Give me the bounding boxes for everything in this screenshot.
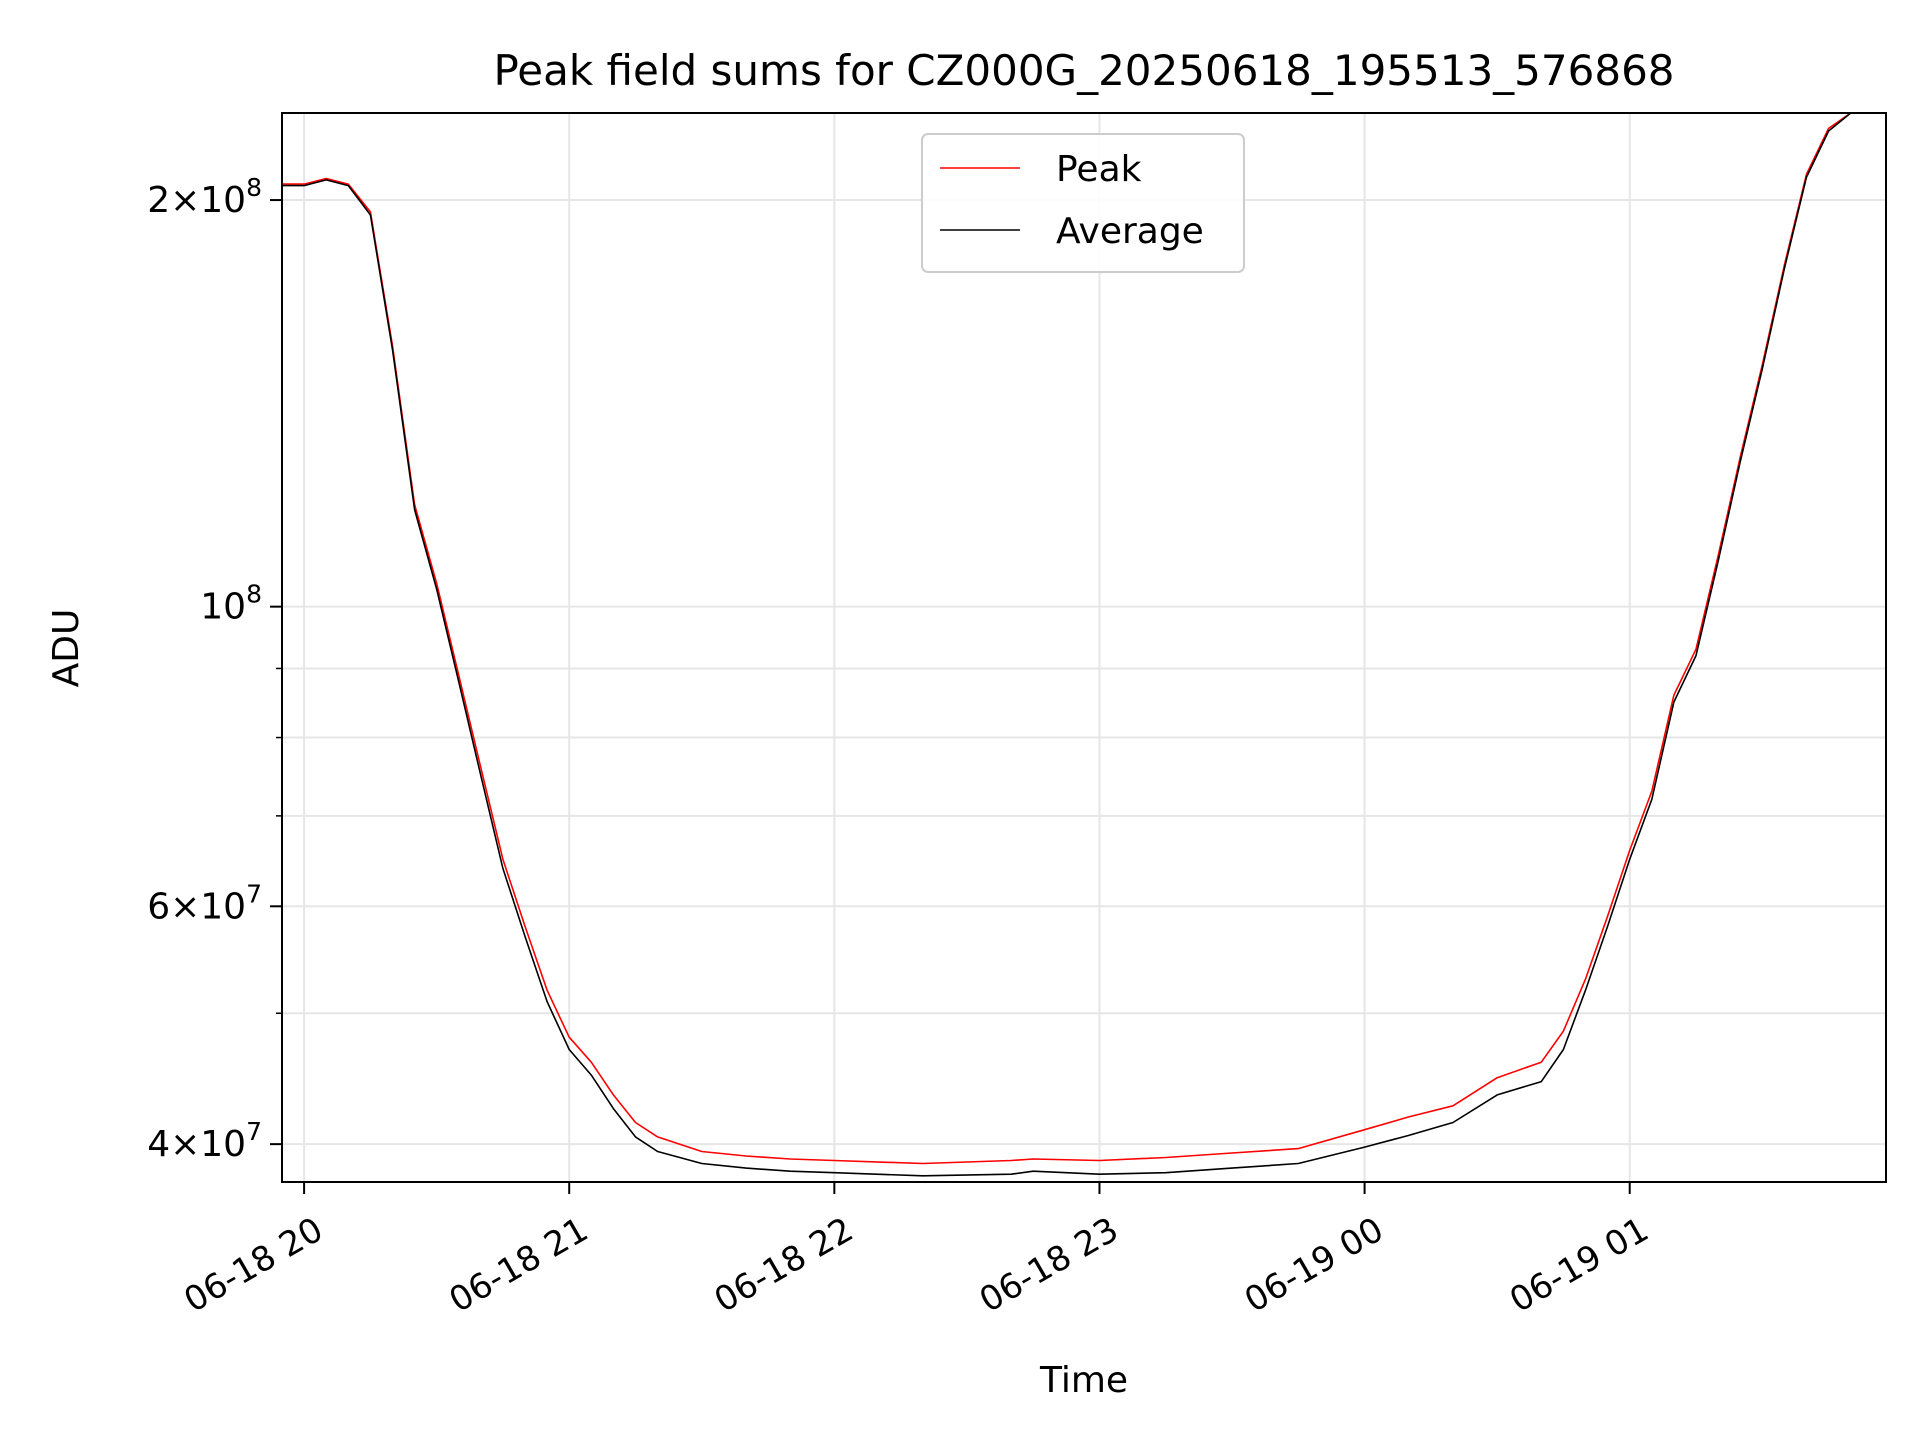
chart-title: Peak field sums for CZ000G_20250618_1955… [493,46,1674,95]
legend-average-label: Average [1056,211,1204,252]
x-axis-label: Time [1039,1360,1128,1401]
legend: Peak Average [921,133,1245,273]
y-tick-label: 6×107 [147,879,262,927]
y-axis-label: ADU [46,609,87,688]
legend-peak-label: Peak [1056,149,1142,190]
y-axis-ticks: 4×107 6×107 108 2×108 [147,173,282,1165]
peak-series-line [282,112,1886,1165]
average-series-line [282,112,1886,1177]
plot-frame [281,112,1887,1183]
y-tick-label: 2×108 [147,173,262,221]
plot-lines [282,112,1886,1177]
y-tick-label: 108 [200,580,262,628]
y-tick-label: 4×107 [147,1117,262,1165]
